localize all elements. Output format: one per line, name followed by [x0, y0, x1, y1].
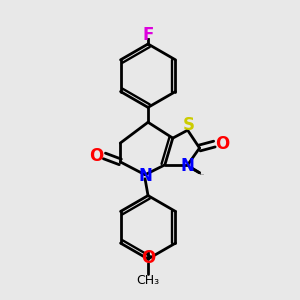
Text: N: N [181, 157, 195, 175]
Text: O: O [215, 135, 230, 153]
Text: CH₃: CH₃ [136, 274, 160, 287]
Text: methyl: methyl [200, 174, 205, 176]
Text: N: N [138, 167, 152, 185]
Text: O: O [141, 249, 155, 267]
Text: F: F [142, 26, 154, 44]
Text: S: S [183, 116, 195, 134]
Text: O: O [89, 147, 103, 165]
